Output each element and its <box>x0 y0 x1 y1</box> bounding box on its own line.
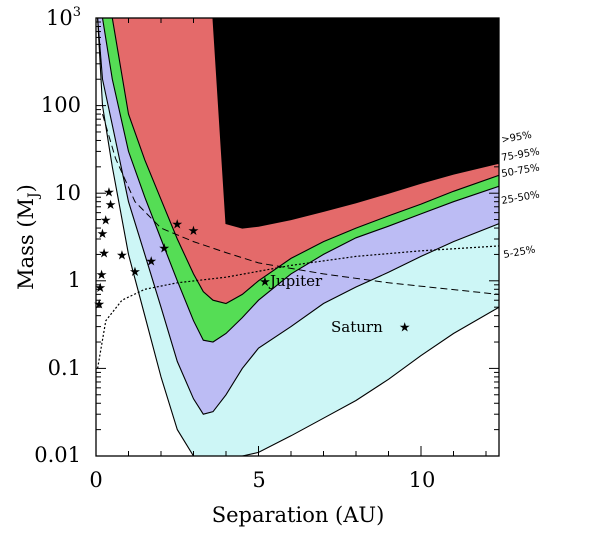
exoplanet-star: ★ <box>158 241 170 256</box>
x-tick-label: 5 <box>252 468 265 492</box>
exoplanet-star: ★ <box>94 281 106 296</box>
exoplanet-star: ★ <box>97 227 109 242</box>
exoplanet-star: ★ <box>93 298 105 313</box>
band-labels: >95% 75-95% 50-75% 25-50% 5-25% <box>501 130 541 261</box>
exoplanet-star: ★ <box>188 224 200 239</box>
y-tick-label: 10 <box>54 181 81 205</box>
boundary-line-2 <box>97 18 499 343</box>
dashed-reference-line <box>102 113 499 295</box>
x-axis-label: Separation (AU) <box>212 503 385 527</box>
x-tick-labels: 0 5 10 <box>89 468 435 492</box>
exoplanet-star: ★ <box>103 185 115 200</box>
band-label: 50-75% <box>501 162 541 180</box>
y-tick-label: 1 <box>68 268 81 292</box>
boundary-line-3 <box>97 18 499 415</box>
boundary-line-0 <box>97 18 499 229</box>
y-axis-label: Mass (MJ) <box>14 184 42 290</box>
tick-marks <box>95 17 499 457</box>
band-label: 25-50% <box>501 189 541 207</box>
planet-star-saturn: ★ <box>399 321 411 336</box>
band-label: >95% <box>501 130 533 146</box>
boundary-line-1 <box>97 18 499 305</box>
planet-label-saturn: Saturn <box>331 318 383 336</box>
planet-label-jupiter: Jupiter <box>268 272 323 290</box>
planet-star-jupiter: ★ <box>259 275 271 290</box>
exoplanet-stars: ★★★★★★★★★★★★★ ★ <box>93 185 199 312</box>
band-area-1 <box>97 18 499 304</box>
confidence-bands <box>97 18 499 456</box>
y-tick-label: 0.1 <box>48 356 81 380</box>
exoplanet-star: ★ <box>116 248 128 263</box>
band-area-3 <box>97 18 499 415</box>
exoplanet-star: ★ <box>129 265 141 280</box>
y-tick-label-top: 103 <box>46 5 81 30</box>
dotted-reference-line <box>97 245 499 369</box>
exoplanet-star: ★ <box>98 247 110 262</box>
boundary-lines <box>97 18 499 456</box>
y-tick-labels: 0.01 0.1 1 10 100 103 <box>34 5 81 467</box>
x-tick-label: 0 <box>89 468 102 492</box>
exoplanet-star: ★ <box>171 218 183 233</box>
exoplanet-star: ★ <box>96 268 108 283</box>
exoplanet-star: ★ <box>105 198 117 213</box>
boundary-line-4 <box>97 18 499 456</box>
y-tick-label: 0.01 <box>34 443 81 467</box>
plot-frame <box>95 17 500 457</box>
exoplanet-star: ★ <box>100 214 112 229</box>
band-label: 75-95% <box>501 146 541 164</box>
band-label: 5-25% <box>503 245 537 261</box>
y-tick-label: 100 <box>41 93 81 117</box>
exoplanet-star: ★ <box>145 255 157 270</box>
band-area-0 <box>97 18 499 229</box>
band-area-4 <box>97 18 499 456</box>
planet-markers: Jupiter Saturn ★ ★ <box>259 272 410 336</box>
x-tick-label: 10 <box>409 468 436 492</box>
